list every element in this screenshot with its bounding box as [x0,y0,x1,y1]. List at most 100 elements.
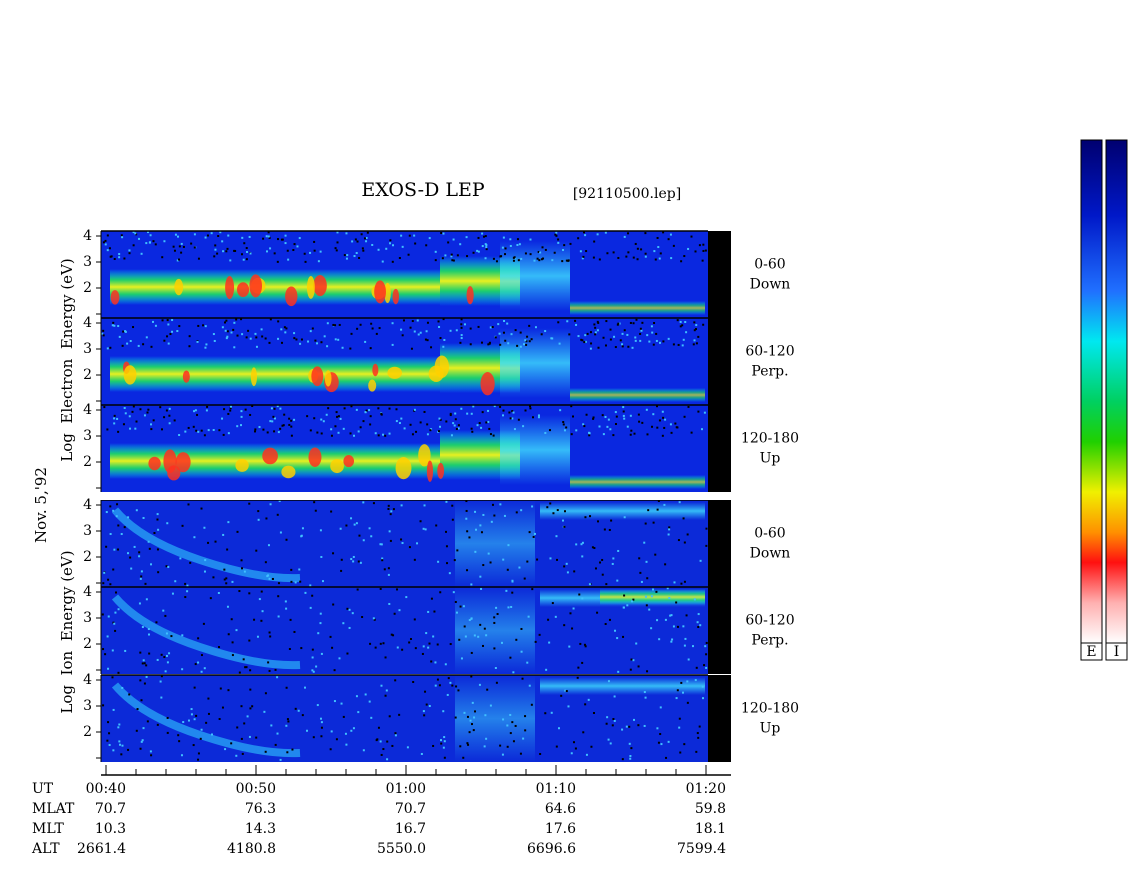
noise-pixel [443,736,446,739]
noise-pixel [576,676,579,679]
noise-pixel [560,694,563,697]
noise-pixel [364,340,367,343]
noise-pixel [354,238,357,241]
noise-pixel [593,547,596,550]
noise-pixel [483,745,486,748]
noise-pixel [300,535,303,538]
noise-pixel [629,414,632,417]
noise-pixel [438,425,441,428]
noise-pixel [509,417,512,420]
noise-pixel [196,340,199,343]
noise-pixel [617,670,620,673]
noise-pixel [340,702,343,705]
noise-pixel [555,234,558,237]
noise-pixel [102,704,105,707]
noise-pixel [288,647,291,650]
noise-pixel [443,338,446,341]
noise-pixel [528,531,531,534]
noise-pixel [611,724,614,727]
noise-pixel [303,252,306,255]
noise-pixel [485,246,488,249]
noise-pixel [597,321,600,324]
noise-pixel [540,333,543,336]
y-tick-label: 2 [83,549,92,565]
noise-pixel [509,713,512,716]
noise-pixel [588,432,591,435]
noise-pixel [388,432,391,435]
noise-pixel [172,245,175,248]
color-bar-label: I [1114,644,1120,660]
noise-pixel [387,507,390,510]
noise-pixel [667,337,670,340]
flux-band [455,587,535,674]
noise-pixel [267,574,270,577]
noise-pixel [206,234,209,237]
noise-pixel [227,689,230,692]
noise-pixel [538,259,541,262]
noise-pixel [106,428,109,431]
noise-pixel [430,346,433,349]
noise-pixel [258,598,261,601]
noise-pixel [427,610,430,613]
noise-pixel [655,590,658,593]
noise-pixel [311,594,314,597]
noise-pixel [681,324,684,327]
noise-pixel [645,604,648,607]
noise-pixel [428,642,431,645]
noise-pixel [596,320,599,323]
noise-pixel [340,569,343,572]
noise-pixel [482,513,485,516]
noise-pixel [605,583,608,586]
noise-pixel [607,738,610,741]
noise-pixel [513,428,516,431]
noise-pixel [319,529,322,532]
noise-pixel [375,739,378,742]
flux-spot [148,456,161,471]
noise-pixel [236,726,239,729]
flux-band [500,328,570,398]
noise-pixel [267,235,270,238]
noise-pixel [506,322,509,325]
noise-pixel [426,433,429,436]
noise-pixel [120,753,123,756]
noise-pixel [675,697,678,700]
noise-pixel [135,420,138,423]
noise-pixel [381,260,384,263]
noise-pixel [190,242,193,245]
noise-pixel [230,405,233,408]
noise-pixel [223,578,226,581]
noise-pixel [449,412,452,415]
noise-pixel [502,558,505,561]
noise-pixel [337,431,340,434]
noise-pixel [316,431,319,434]
noise-pixel [226,548,229,551]
noise-pixel [101,332,104,335]
noise-pixel [380,684,383,687]
noise-pixel [401,648,404,651]
noise-pixel [193,246,196,249]
noise-pixel [496,613,499,616]
noise-pixel [107,667,110,670]
noise-pixel [453,424,456,427]
noise-pixel [442,318,445,321]
noise-pixel [645,408,648,411]
noise-pixel [470,412,473,415]
noise-pixel [273,407,276,410]
noise-pixel [409,326,412,329]
noise-pixel [437,560,440,563]
noise-pixel [114,611,117,614]
noise-pixel [656,405,659,408]
noise-pixel [548,429,551,432]
noise-pixel [309,330,312,333]
y-tick-label: 3 [83,698,92,714]
noise-pixel [274,668,277,671]
noise-pixel [156,518,159,521]
noise-pixel [451,518,454,521]
noise-pixel [662,416,665,419]
noise-pixel [232,328,235,331]
noise-pixel [416,542,419,545]
noise-pixel [570,752,573,755]
noise-pixel [524,729,527,732]
noise-pixel [572,607,575,610]
noise-pixel [307,340,310,343]
